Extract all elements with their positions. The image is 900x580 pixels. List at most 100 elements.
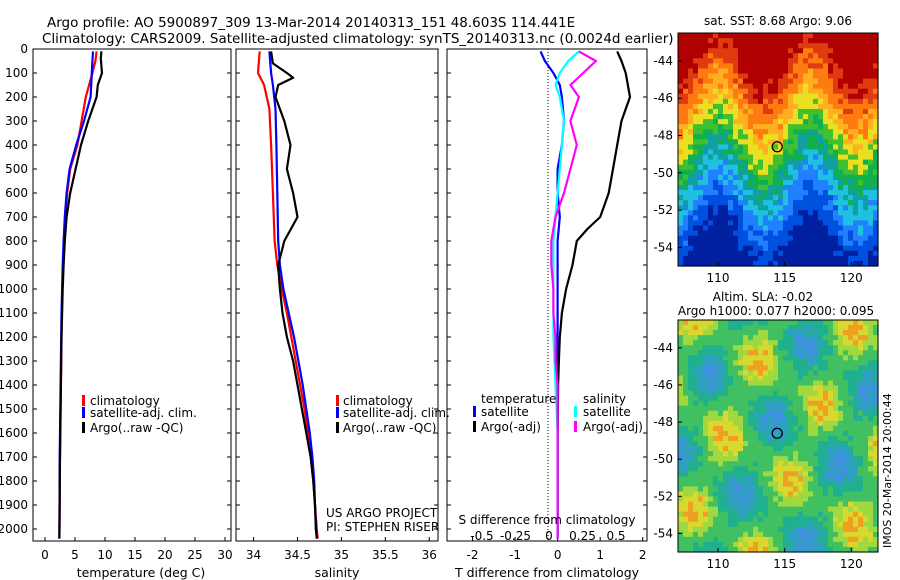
- heatmap-cell: [848, 511, 854, 518]
- heatmap-cell: [753, 88, 759, 95]
- heatmap-cell: [803, 325, 809, 331]
- heatmap-cell: [798, 506, 804, 513]
- heatmap-cell: [718, 476, 724, 482]
- heatmap-cell: [808, 370, 814, 377]
- heatmap-cell: [713, 205, 719, 211]
- heatmap-cell: [778, 541, 784, 548]
- heatmap-cell: [798, 516, 804, 523]
- heatmap-cell: [788, 345, 794, 351]
- heatmap-cell: [758, 250, 764, 257]
- heatmap-cell: [818, 230, 824, 237]
- x-tick-label: 10: [97, 548, 112, 562]
- heatmap-cell: [868, 325, 874, 331]
- heatmap-cell: [798, 531, 804, 538]
- heatmap-cell: [798, 38, 804, 44]
- heatmap-cell: [853, 73, 859, 80]
- heatmap-cell: [773, 43, 779, 49]
- heatmap-cell: [708, 190, 714, 196]
- heatmap-cell: [688, 210, 694, 216]
- heatmap-cell: [808, 154, 814, 161]
- heatmap-cell: [858, 260, 864, 267]
- heatmap-cell: [823, 471, 829, 477]
- heatmap-cell: [748, 200, 754, 206]
- heatmap-cell: [808, 511, 814, 518]
- heatmap-cell: [863, 205, 869, 211]
- heatmap-cell: [678, 83, 684, 90]
- heatmap-cell: [783, 250, 789, 257]
- heatmap-cell: [743, 476, 749, 482]
- heatmap-cell: [788, 370, 794, 377]
- heatmap-cell: [688, 456, 694, 462]
- heatmap-cell: [763, 164, 769, 171]
- heatmap-cell: [783, 144, 789, 151]
- heatmap-cell: [798, 325, 804, 331]
- heatmap-cell: [783, 245, 789, 252]
- heatmap-cell: [743, 365, 749, 372]
- heatmap-cell: [693, 73, 699, 80]
- heatmap-cell: [678, 546, 684, 553]
- heatmap-cell: [793, 154, 799, 161]
- heatmap-cell: [688, 415, 694, 422]
- heatmap-cell: [743, 108, 749, 115]
- heatmap-cell: [698, 250, 704, 257]
- heatmap-cell: [823, 536, 829, 543]
- top-tick-label: 0.25: [569, 529, 596, 543]
- heatmap-cell: [838, 531, 844, 538]
- heatmap-cell: [838, 360, 844, 366]
- heatmap-cell: [793, 200, 799, 206]
- heatmap-cell: [793, 63, 799, 70]
- heatmap-cell: [748, 174, 754, 181]
- heatmap-cell: [853, 210, 859, 216]
- heatmap-cell: [708, 456, 714, 462]
- heatmap-cell: [733, 461, 739, 467]
- heatmap-cell: [718, 164, 724, 171]
- heatmap-cell: [703, 521, 709, 528]
- heatmap-cell: [748, 190, 754, 196]
- heatmap-cell: [833, 108, 839, 115]
- heatmap-cell: [833, 451, 839, 457]
- heatmap-cell: [843, 511, 849, 518]
- heatmap-cell: [723, 93, 729, 100]
- series-line-argo-raw-qc-: [270, 51, 318, 539]
- heatmap-cell: [703, 405, 709, 412]
- heatmap-cell: [768, 441, 774, 447]
- heatmap-cell: [783, 400, 789, 407]
- heatmap-cell: [768, 58, 774, 64]
- heatmap-cell: [843, 506, 849, 513]
- heatmap-cell: [858, 350, 864, 356]
- heatmap-cell: [688, 425, 694, 432]
- heatmap-cell: [678, 425, 684, 432]
- heatmap-cell: [733, 400, 739, 407]
- heatmap-cell: [828, 350, 834, 356]
- heatmap-cell: [813, 129, 819, 135]
- heatmap-cell: [778, 144, 784, 151]
- heatmap-cell: [738, 149, 744, 156]
- heatmap-cell: [808, 58, 814, 64]
- heatmap-cell: [703, 536, 709, 543]
- heatmap-cell: [843, 501, 849, 508]
- x-tick-label: 5: [71, 548, 79, 562]
- heatmap-cell: [678, 481, 684, 488]
- heatmap-cell: [808, 200, 814, 206]
- heatmap-cell: [683, 385, 689, 392]
- heatmap-cell: [873, 360, 879, 366]
- heatmap-cell: [698, 58, 704, 64]
- heatmap-cell: [833, 461, 839, 467]
- heatmap-cell: [688, 88, 694, 95]
- heatmap-cell: [798, 73, 804, 80]
- heatmap-cell: [818, 179, 824, 186]
- heatmap-cell: [843, 255, 849, 262]
- heatmap-cell: [843, 451, 849, 457]
- heatmap-cell: [853, 134, 859, 140]
- heatmap-cell: [678, 179, 684, 186]
- heatmap-cell: [858, 174, 864, 181]
- heatmap-cell: [848, 174, 854, 181]
- heatmap-cell: [768, 38, 774, 44]
- heatmap-cell: [833, 200, 839, 206]
- heatmap-cell: [813, 260, 819, 267]
- heatmap-cell: [743, 190, 749, 196]
- heatmap-cell: [868, 365, 874, 372]
- heatmap-cell: [828, 441, 834, 447]
- heatmap-cell: [873, 164, 879, 171]
- heatmap-cell: [848, 526, 854, 533]
